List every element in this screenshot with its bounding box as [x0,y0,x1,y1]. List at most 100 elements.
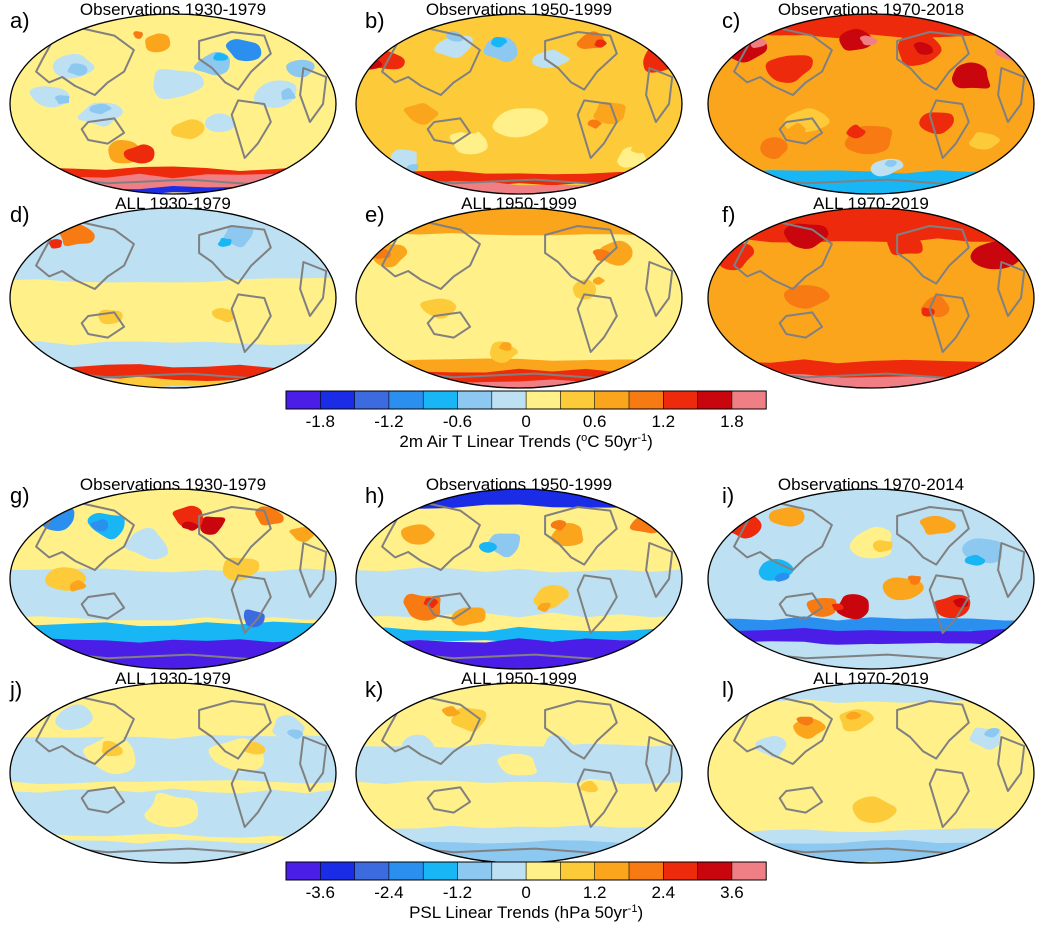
coastline [645,67,674,123]
field-anomaly [200,516,226,535]
colorbar-swatch [320,391,355,409]
coastline [896,506,970,566]
coastline [230,768,272,828]
field-anomaly [401,734,434,757]
field-anomaly [593,101,626,125]
colorbar-swatch [491,391,527,409]
colorbar-tick-label: -1.2 [374,412,403,431]
coastline [778,117,824,145]
field-anomaly [630,144,645,154]
field-anomaly [964,554,986,566]
field-anomaly [451,607,486,626]
panel-label: d) [10,202,30,227]
colorbar-swatch [457,862,493,880]
field-anomaly [77,102,123,127]
field-anomaly [281,88,296,100]
map-panel-i: i) Observations 1970-2014 [707,475,1035,670]
colorbar-swatch [697,391,733,409]
field-anomaly [788,122,806,136]
field-anomaly [499,342,512,351]
panel-title: Observations 1930-1979 [80,475,266,494]
field-anomaly [144,792,199,828]
map-outline [9,13,337,195]
colorbar-swatch [663,391,698,409]
field-anomaly [48,239,63,249]
field-anomaly [204,113,235,133]
colorbar-swatch [663,862,698,880]
field-anomaly [587,119,602,129]
map-outline [707,682,1035,864]
colorbar-swatch [526,862,561,880]
map-panel-k: k) ALL 1950-1999 [355,669,683,864]
field-anomaly [171,119,205,140]
coastline [928,768,970,828]
coastline [230,574,272,634]
field-anomaly [441,706,461,717]
coastline [544,225,618,285]
panel-title: ALL 1950-1999 [461,194,577,213]
field-anomaly [765,55,813,83]
colorbar-swatch [697,862,733,880]
field-anomaly [907,575,921,585]
colorbar-tick-label: 0.6 [583,412,607,431]
field-band [356,839,682,863]
field-anomaly [478,542,497,553]
field-anomaly [859,35,878,46]
coastline [299,736,328,792]
panel-label: b) [365,8,385,33]
panel-label: e) [365,202,385,227]
field-anomaly [887,230,923,256]
field-anomaly [222,557,260,581]
map-outline [707,13,1035,195]
panel-title: Observations 1970-2014 [778,475,964,494]
coastline [426,117,472,145]
field-anomaly [774,572,790,582]
colorbar-swatch [354,391,390,409]
trend-field [708,14,1034,194]
panel-label: c) [722,8,740,33]
colorbar-tick-label: 3.6 [720,883,744,902]
colorbar-tick-label: 1.2 [583,883,607,902]
coastline [299,261,328,317]
coastline [230,99,272,159]
panel-title: Observations 1930-1979 [80,0,266,19]
map-panel-f: f) ALL 1970-2019 [707,194,1035,389]
coastline [928,99,970,159]
field-anomaly [123,144,155,164]
field-anomaly [846,124,866,139]
field-anomaly [286,59,315,78]
trend-field [356,489,682,669]
field-anomaly [486,533,521,558]
colorbar-swatch [629,391,664,409]
coastline [997,67,1026,123]
field-anomaly [852,796,897,824]
coastline [299,542,328,598]
colorbar-swatch [560,391,595,409]
colorbar-tick-label: 1.2 [651,412,675,431]
colorbar-tick-label: -1.8 [306,412,335,431]
field-anomaly [531,49,570,69]
panel-title: ALL 1930-1979 [115,669,231,688]
colorbar-swatch [320,862,355,880]
coastline [80,786,126,814]
field-band [708,627,1034,647]
coastline [928,293,970,353]
coastline [778,311,824,339]
field-anomaly [153,69,204,100]
trend-field [708,683,1034,863]
panel-label: i) [722,483,734,508]
colorbar-tick-label: -2.4 [374,883,403,902]
colorbar-tick-label: 1.8 [720,412,744,431]
coastline [778,592,824,620]
field-anomaly [783,285,830,309]
field-anomaly [89,103,112,115]
map-panel-c: c) Observations 1970-2018 [707,0,1035,195]
map-outline [355,13,683,195]
colorbar-swatch [594,862,630,880]
field-band [708,828,1034,848]
coastline [198,31,272,91]
colorbar-swatch [594,391,630,409]
panel-title: ALL 1930-1979 [115,194,231,213]
field-anomaly [599,240,633,266]
